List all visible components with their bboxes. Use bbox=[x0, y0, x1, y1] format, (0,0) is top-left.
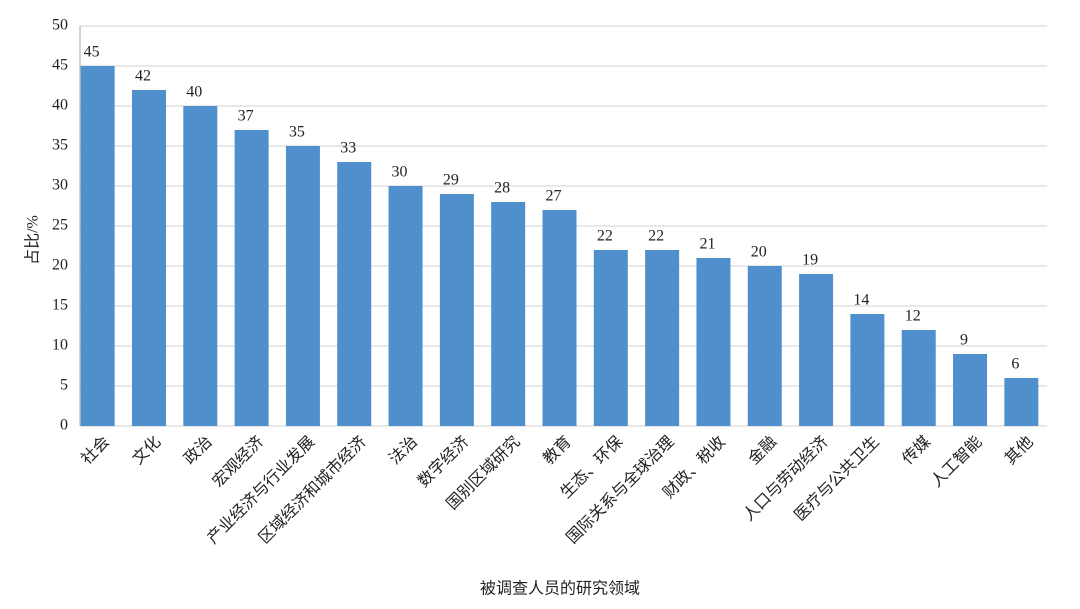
bar bbox=[850, 314, 885, 426]
y-tick-label: 25 bbox=[52, 217, 68, 234]
x-tick-label: 人工智能 bbox=[927, 433, 985, 491]
y-tick-label: 50 bbox=[52, 17, 68, 34]
x-tick-label: 传媒 bbox=[899, 433, 934, 468]
data-label: 27 bbox=[546, 188, 562, 205]
x-tick-label: 法治 bbox=[386, 433, 421, 468]
bar bbox=[901, 330, 936, 426]
y-tick-label: 35 bbox=[52, 137, 68, 154]
x-tick-label: 社会 bbox=[78, 433, 113, 468]
data-label: 12 bbox=[905, 308, 921, 325]
data-label: 14 bbox=[853, 292, 869, 309]
y-tick-label: 40 bbox=[52, 97, 68, 114]
bar bbox=[542, 210, 577, 426]
data-label: 22 bbox=[648, 228, 664, 245]
bar bbox=[696, 258, 731, 426]
y-tick-label: 15 bbox=[52, 297, 68, 314]
data-label: 45 bbox=[84, 44, 100, 61]
x-tick-label: 文化 bbox=[129, 433, 164, 468]
x-tick-label: 医疗与公共卫生 bbox=[791, 433, 883, 525]
data-label: 29 bbox=[443, 172, 459, 189]
x-tick-label: 其他 bbox=[1001, 433, 1036, 468]
data-label: 37 bbox=[238, 108, 254, 125]
bar bbox=[747, 266, 782, 426]
bar bbox=[131, 90, 166, 426]
bar bbox=[80, 66, 115, 426]
y-tick-label: 45 bbox=[52, 57, 68, 74]
data-label: 35 bbox=[289, 124, 305, 141]
x-tick-label: 人口与劳动经济 bbox=[740, 433, 832, 525]
data-label: 20 bbox=[751, 244, 767, 261]
data-label: 6 bbox=[1011, 356, 1019, 373]
x-tick-label: 政治 bbox=[180, 433, 215, 468]
data-label: 33 bbox=[340, 140, 356, 157]
data-label: 22 bbox=[597, 228, 613, 245]
bar bbox=[439, 194, 474, 426]
data-label: 9 bbox=[960, 332, 968, 349]
y-tick-label: 0 bbox=[60, 417, 68, 434]
bar bbox=[593, 250, 628, 426]
bar bbox=[953, 354, 988, 426]
data-label: 19 bbox=[802, 252, 818, 269]
y-tick-label: 5 bbox=[60, 377, 68, 394]
bar bbox=[285, 146, 320, 426]
x-axis-title: 被调查人员的研究领域 bbox=[480, 580, 640, 598]
data-label: 30 bbox=[392, 164, 408, 181]
bar bbox=[799, 274, 834, 426]
data-label: 28 bbox=[494, 180, 510, 197]
data-label: 40 bbox=[186, 84, 202, 101]
bar bbox=[1004, 378, 1039, 426]
bar bbox=[234, 130, 269, 426]
bar bbox=[491, 202, 526, 426]
y-tick-label: 30 bbox=[52, 177, 68, 194]
bar bbox=[645, 250, 680, 426]
bar bbox=[388, 186, 423, 426]
bar bbox=[183, 106, 218, 426]
y-axis-title: 占比/% bbox=[24, 215, 42, 265]
x-tick-label: 教育 bbox=[540, 433, 575, 468]
data-label: 42 bbox=[135, 68, 151, 85]
y-tick-label: 10 bbox=[52, 337, 68, 354]
x-tick-label: 金融 bbox=[745, 433, 780, 468]
bar bbox=[337, 162, 372, 426]
data-label: 21 bbox=[699, 236, 715, 253]
y-tick-label: 20 bbox=[52, 257, 68, 274]
